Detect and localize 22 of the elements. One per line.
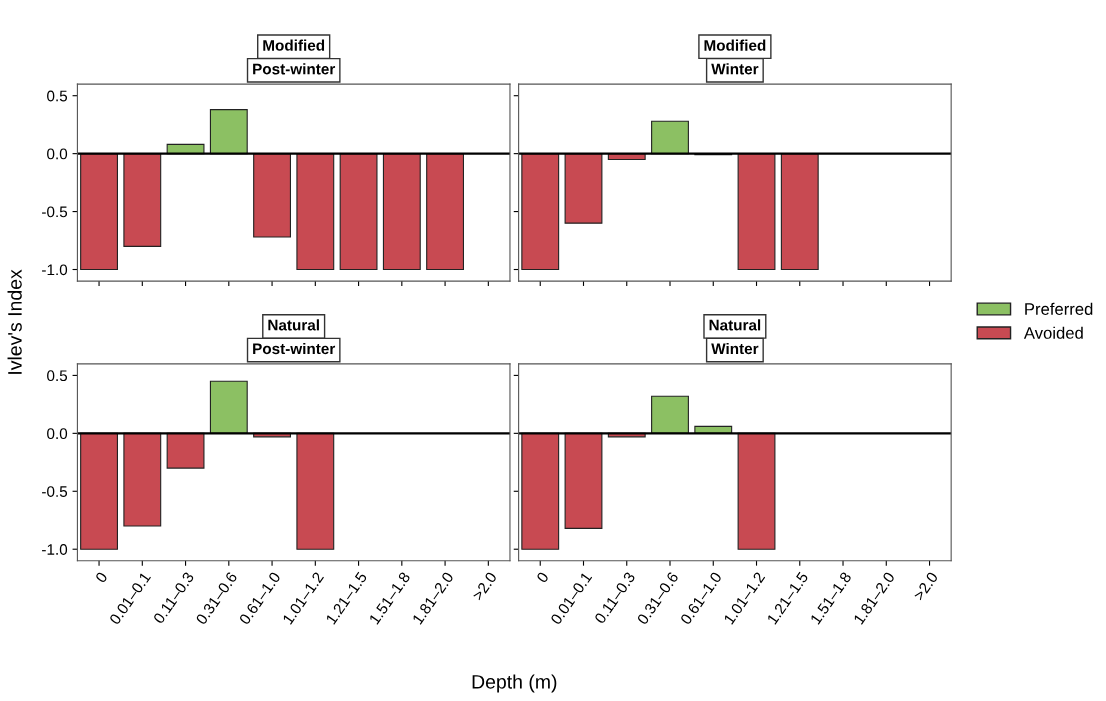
y-tick-label: -1.0 [42, 544, 68, 555]
chart-title: Modified [263, 39, 325, 51]
y-axis-title: Ivlev's Index [7, 269, 22, 374]
y-tick-label: -0.5 [42, 206, 68, 218]
legend-label: Preferred [1025, 302, 1093, 315]
legend-label: Avoided [1023, 326, 1083, 339]
chart-subtitle: Post-winter [253, 63, 336, 75]
chart-subtitle: Post-winter [253, 342, 336, 355]
chart-title: Natural [268, 319, 319, 331]
chart-subtitle: Winter [711, 342, 759, 355]
y-tick-label: 0.5 [47, 90, 68, 102]
x-tick-label: 0 [94, 571, 108, 584]
chart-subtitle: Winter [711, 63, 759, 75]
y-tick-label: -1.0 [42, 264, 68, 276]
x-tick-label: 0 [536, 571, 550, 584]
y-tick-label: 0.0 [47, 428, 68, 440]
x-axis-title: Depth (m) [472, 674, 557, 693]
chart-title: Modified [704, 39, 766, 51]
y-tick-label: 0.5 [47, 370, 68, 382]
chart-title: Natural [709, 319, 761, 331]
y-tick-label: -0.5 [42, 486, 68, 497]
y-tick-label: 0.0 [47, 148, 68, 160]
